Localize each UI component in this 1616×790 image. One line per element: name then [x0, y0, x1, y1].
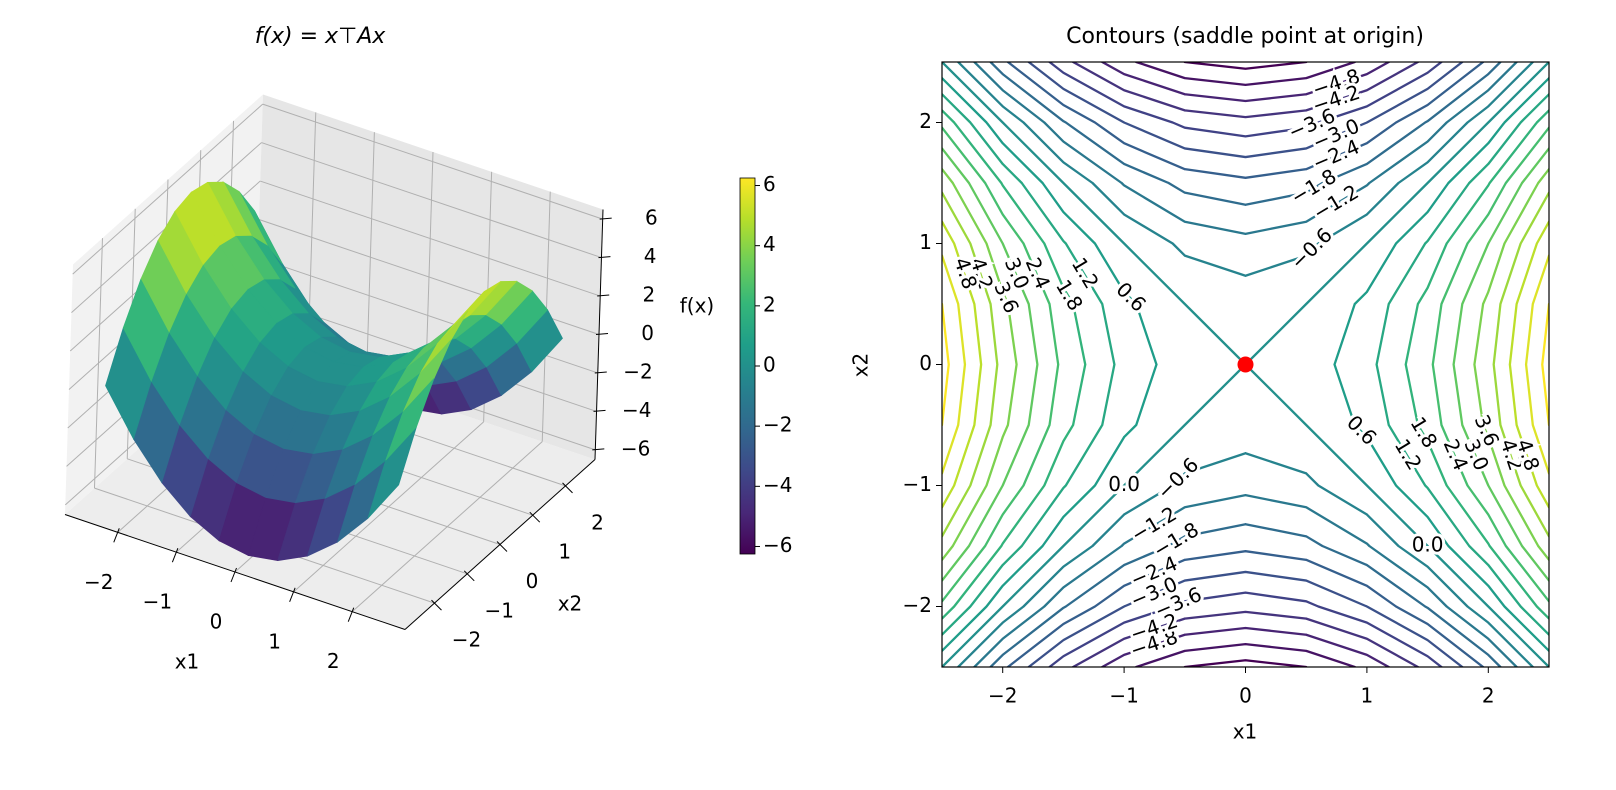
y-tick	[529, 511, 541, 523]
x-tick-label: −2	[988, 684, 1017, 708]
z-tick-label: 2	[642, 283, 655, 307]
y-tick-label: −1	[903, 472, 932, 496]
contour-line	[942, 302, 1549, 427]
x-tick-label: 2	[1482, 684, 1495, 708]
x-tick	[289, 587, 296, 603]
contour-title: Contours (saddle point at origin)	[1066, 24, 1424, 49]
y-axis-label: x2	[849, 353, 873, 378]
z-tick-label: −4	[622, 398, 651, 422]
z-tick	[593, 409, 606, 412]
contour-line	[1135, 62, 1356, 667]
colorbar-label: f(x)	[680, 294, 714, 318]
x-axis-label: x1	[175, 650, 200, 674]
y-tick	[431, 599, 442, 611]
y-tick-label: −2	[903, 593, 932, 617]
y-tick-label: 1	[919, 230, 932, 254]
z-tick-label: 6	[645, 206, 658, 230]
x-tick-label: 0	[1239, 684, 1252, 708]
contour-line	[1027, 62, 1464, 667]
x-tick-label: −1	[1109, 684, 1138, 708]
colorbar-tick-label: −6	[763, 533, 792, 557]
surface-title: f(x) = x⊤Ax	[255, 24, 387, 49]
y-tick	[562, 482, 573, 494]
contour-line	[1101, 62, 1390, 667]
x-tick-label: 1	[268, 629, 281, 653]
x-tick	[230, 567, 237, 583]
colorbar: −6 −4 −2 0 2 4 6	[739, 172, 792, 557]
contour-label: 0.0	[1412, 533, 1444, 557]
contour-line	[942, 147, 1549, 582]
surface-patch	[122, 278, 170, 382]
contour-lines	[942, 62, 1549, 667]
contour-line	[1048, 62, 1443, 667]
x-tick-label: −1	[143, 590, 172, 614]
y-tick-label: −2	[452, 628, 481, 652]
surface-patch	[385, 378, 435, 461]
contour-line	[942, 62, 1549, 667]
x-tick-label: 2	[327, 649, 340, 673]
contour-line	[942, 254, 1549, 475]
contour-label: 0.0	[1108, 472, 1140, 496]
x-tick-label: 1	[1361, 684, 1374, 708]
y-tick-label: 2	[591, 510, 604, 534]
contour-line	[957, 62, 1534, 667]
saddle-point	[1237, 356, 1254, 373]
grid-line	[260, 180, 601, 297]
y-tick-label: 0	[919, 351, 932, 375]
z-tick	[594, 371, 607, 374]
z-tick	[599, 217, 612, 220]
z-tick-label: 0	[641, 321, 654, 345]
y-tick-label: −1	[484, 598, 513, 622]
contour-line	[942, 76, 1549, 653]
colorbar-tick-label: −2	[763, 413, 792, 437]
z-tick	[592, 448, 605, 451]
contour-line	[1183, 62, 1308, 667]
contour-line	[973, 62, 1518, 667]
z-tick	[597, 294, 610, 297]
z-tick-label: −6	[621, 436, 650, 460]
x-tick-label: −2	[84, 570, 113, 594]
contour-line	[942, 126, 1549, 603]
x-tick	[171, 547, 179, 563]
contour-line	[942, 168, 1549, 561]
grid-line	[262, 103, 603, 220]
z-tick	[598, 256, 611, 259]
z-tick-label: 4	[644, 244, 657, 268]
contour-line	[942, 191, 1549, 538]
contour-line	[942, 220, 1549, 509]
x-tick	[113, 528, 120, 543]
y-tick-label: 1	[558, 540, 571, 564]
contour-line	[1006, 62, 1485, 667]
contour-line	[942, 93, 1549, 636]
y-tick-label: 0	[526, 569, 539, 593]
colorbar-tick-label: 2	[763, 292, 776, 316]
colorbar-tick-label: 4	[763, 232, 776, 256]
colorbar-bar	[739, 177, 756, 555]
x-tick	[347, 607, 355, 622]
grid-line	[261, 142, 602, 259]
z-tick	[595, 333, 609, 335]
y-tick	[463, 570, 475, 582]
x-tick-label: 0	[210, 610, 223, 634]
z-tick-label: −2	[623, 359, 652, 383]
colorbar-tick-label: −4	[763, 473, 792, 497]
x-axis-label: x1	[1233, 720, 1258, 744]
colorbar-tick-label: 0	[763, 353, 776, 377]
y-tick	[496, 541, 508, 552]
contour-line	[1071, 62, 1420, 667]
contour-line	[942, 109, 1549, 620]
contour-line	[989, 62, 1502, 667]
colorbar-tick-label: 6	[763, 172, 776, 196]
grid-line	[72, 103, 264, 275]
y-axis-label: x2	[558, 592, 583, 616]
y-tick-label: 2	[919, 109, 932, 133]
